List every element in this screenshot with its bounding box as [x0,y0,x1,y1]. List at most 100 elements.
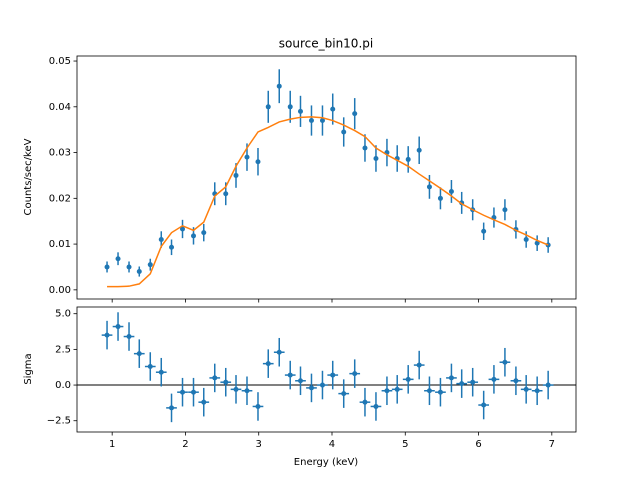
data-point [330,106,336,112]
data-point [147,262,153,268]
data-point [180,226,186,232]
data-point [416,362,422,368]
data-point [158,237,164,243]
data-point [426,388,432,394]
data-point [352,371,358,377]
data-point [169,244,175,250]
data-point [223,191,229,197]
x-tick-label: 1 [109,439,115,450]
data-point [341,129,347,135]
data-point [513,378,519,384]
data-point [233,172,239,178]
data-point [416,147,422,153]
data-point [373,156,379,162]
data-point [158,369,164,375]
data-point [244,388,250,394]
data-point [115,256,121,262]
data-point [319,382,325,388]
y-tick-label: 0.01 [49,239,71,250]
data-point [201,399,207,405]
plot-frame [76,55,577,300]
data-point [201,230,207,236]
y-axis-label: Sigma [23,353,34,384]
data-point [115,324,121,330]
data-point [297,108,303,114]
data-point [362,399,368,405]
data-point [481,402,487,408]
plot-frame [76,306,577,433]
data-point [147,364,153,370]
data-point [523,237,529,243]
y-tick-label: 0.05 [49,56,71,67]
data-point [287,372,293,378]
data-point [426,184,432,190]
data-point [191,389,197,395]
data-point [276,83,282,89]
data-point [352,111,358,117]
data-point [104,264,110,270]
data-point [287,104,293,110]
data-point [308,385,314,391]
data-point [191,233,197,239]
y-tick-label: 2.5 [55,344,71,355]
y-tick-label: 0.04 [49,102,71,113]
data-point [502,207,508,213]
data-point [265,361,271,367]
data-point [308,118,314,124]
x-tick-label: 7 [549,439,555,450]
data-point [330,372,336,378]
y-tick-label: 0.00 [49,285,71,296]
x-tick-label: 5 [402,439,408,450]
data-point [384,388,390,394]
data-point [233,386,239,392]
data-point [341,391,347,397]
data-point [448,375,454,381]
data-point [437,389,443,395]
data-point [405,156,411,162]
data-point [481,228,487,234]
x-tick-label: 2 [182,439,188,450]
data-point [405,376,411,382]
x-tick-label: 4 [329,439,335,450]
data-point [523,386,529,392]
data-point [362,145,368,151]
y-tick-label: −2.5 [47,416,71,427]
data-point [212,375,218,381]
data-point [126,264,132,270]
data-point [244,154,250,160]
data-point [534,388,540,394]
data-point [545,382,551,388]
chart-title: source_bin10.pi [279,37,373,51]
data-point [255,403,261,409]
data-point [373,403,379,409]
data-point [448,188,454,194]
x-tick-label: 6 [475,439,481,450]
data-point [104,332,110,338]
data-point [534,240,540,246]
data-point [255,159,261,165]
data-point [491,376,497,382]
data-point [169,405,175,411]
y-axis-label: Counts/sec/keV [23,138,34,215]
data-point [136,269,142,275]
data-point [394,386,400,392]
x-tick-label: 3 [256,439,262,450]
data-point [470,379,476,385]
y-tick-label: 0.0 [55,380,71,391]
y-tick-label: 0.02 [49,193,71,204]
x-axis-label: Energy (keV) [294,457,359,468]
data-point [437,195,443,201]
model-line [107,116,549,288]
data-point [297,378,303,384]
data-point [136,351,142,357]
data-point [223,379,229,385]
data-point [459,381,465,387]
data-point [180,389,186,395]
data-point [502,359,508,365]
y-tick-label: 5.0 [55,309,71,320]
data-point [126,334,132,340]
data-point [319,118,325,124]
data-point [265,104,271,110]
